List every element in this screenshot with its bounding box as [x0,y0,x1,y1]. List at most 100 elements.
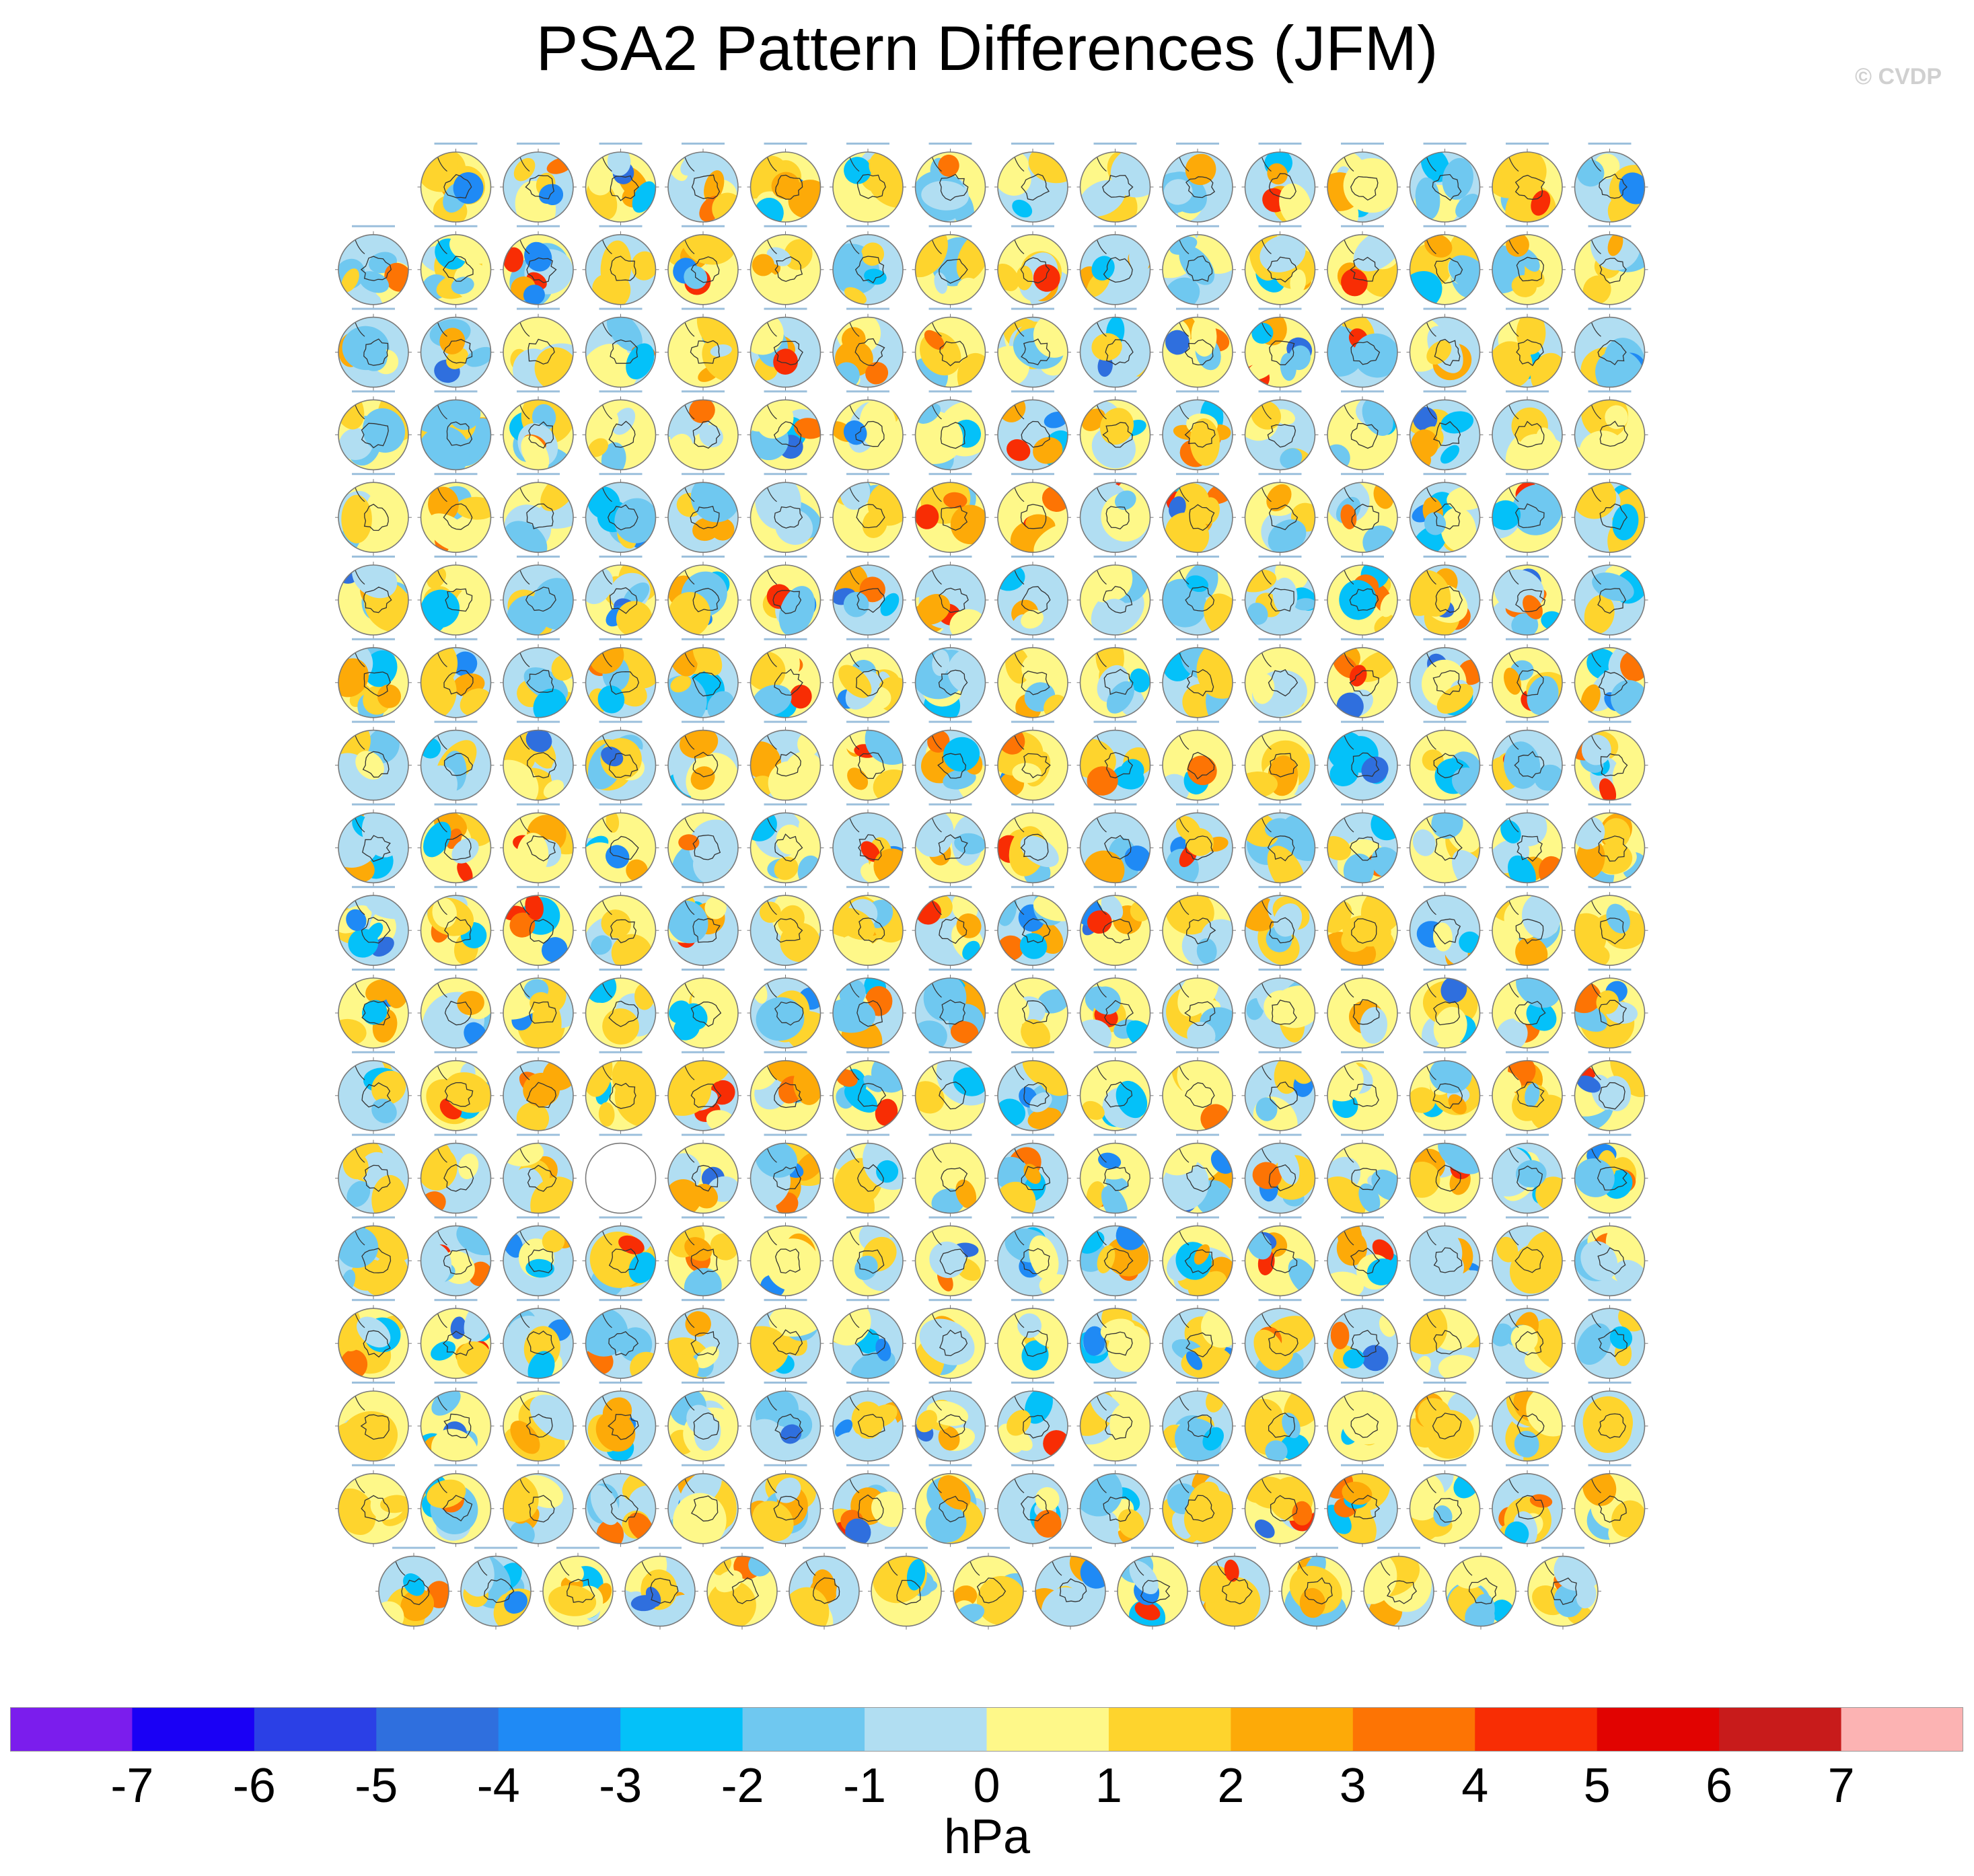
map-panel [1324,143,1401,225]
coastline [690,1083,722,1108]
anomaly-blob [927,730,950,753]
map-panel [1159,720,1236,804]
panel-caption [1176,1051,1219,1053]
coastline [1268,669,1299,697]
map-panel [747,1051,824,1134]
map-panel [704,1546,780,1630]
panel-caption [599,638,643,640]
map-panel [830,1051,906,1134]
coastline [361,422,389,449]
coastline [442,256,474,282]
panel-caption [928,225,972,227]
coastline [856,1000,883,1027]
map-panel [1571,720,1648,804]
panel-caption [1258,1133,1302,1136]
anomaly-blob [453,172,484,204]
coastline [1020,257,1050,284]
coastline [774,1001,804,1026]
coastline [1021,753,1051,779]
coastline [1186,669,1214,697]
anomaly-blob [597,685,625,714]
panel-caption [1176,1382,1219,1384]
coastline [1599,1000,1628,1027]
map-panel [994,1051,1071,1134]
map-panel [417,886,495,969]
anomaly-blob [542,937,568,963]
anomaly-blob [1511,275,1537,297]
anomaly-blob [1247,602,1268,625]
map-panel [830,225,906,308]
anomaly-blob [451,837,479,864]
map-panel [665,1051,741,1134]
map-panel [1076,638,1154,721]
anomaly-blob [1432,922,1453,952]
map-panel [1159,225,1236,308]
panel-caption [517,1464,560,1466]
map-panel [1406,1464,1484,1547]
coastline [772,1166,801,1191]
panel-caption [1341,556,1384,558]
map-panel [1324,390,1401,474]
map-panel [1571,556,1648,638]
coastline [607,504,638,531]
panel-caption [1588,1299,1632,1302]
panel-caption [1541,1546,1584,1549]
anomaly-blob [606,845,630,868]
panel-caption [1506,390,1549,393]
anomaly-blob [361,813,402,858]
coastline [1433,918,1461,945]
panel-caption [599,1464,643,1466]
panel-caption [928,803,972,806]
panel-caption [392,1546,435,1549]
coastline [690,340,721,364]
panel-caption [846,556,889,558]
panel-caption [1506,1464,1549,1466]
map-panel [500,556,577,638]
map-panel [912,638,989,721]
panel-caption [1588,1133,1632,1136]
coastline [525,587,556,612]
panel-caption [1176,1299,1219,1302]
map-panel [994,720,1071,804]
map-panel [335,1051,412,1134]
map-panel [912,307,989,391]
anomaly-blob [588,172,612,196]
panel-caption [1588,307,1632,310]
map-panel [665,390,741,474]
panel-caption [434,307,478,310]
map-panel [1076,1051,1154,1134]
anomaly-blob [1501,152,1547,195]
panel-caption [1588,390,1632,393]
map-panel [1406,638,1484,721]
anomaly-blob [1196,647,1233,699]
map-panel [1241,720,1319,804]
map-panel [417,1216,495,1300]
panel-caption [764,1216,807,1219]
anomaly-blob [756,997,805,1041]
map-panel [868,1546,945,1630]
panel-caption [352,886,395,889]
panel-caption [846,638,889,640]
panel-caption [1258,307,1302,310]
panel-caption [517,556,560,558]
coastline [609,1082,636,1109]
panel-caption [517,638,560,640]
map-panel [1241,1216,1319,1300]
coastline [527,752,557,779]
anomaly-blob [1080,565,1133,603]
map-panel [1159,1382,1236,1464]
panel-caption [352,307,395,310]
anomaly-blob [934,272,948,294]
anomaly-blob [1025,514,1056,535]
coastline [1103,257,1133,283]
coastline [941,505,968,531]
panel-caption [846,969,889,971]
coastline [362,835,391,862]
map-panel [417,1133,495,1217]
panel-caption [1423,473,1467,476]
map-panel [994,225,1071,308]
coastline [446,421,473,447]
panel-caption [846,803,889,806]
coastline [361,1082,392,1109]
coastline [1433,503,1461,530]
